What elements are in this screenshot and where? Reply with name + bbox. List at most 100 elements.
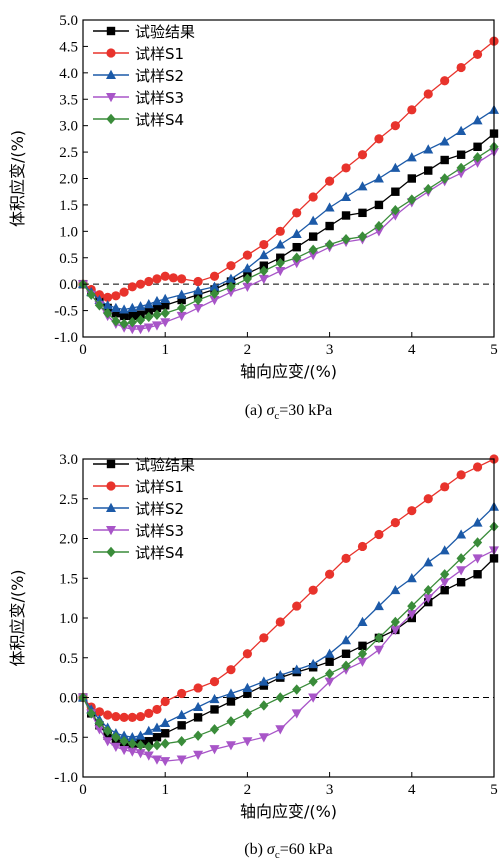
data-point <box>193 730 202 740</box>
data-point <box>473 143 481 151</box>
data-point <box>424 494 433 503</box>
data-point <box>341 554 350 563</box>
data-point <box>169 273 178 282</box>
x-tick-label: 5 <box>490 782 498 798</box>
data-point <box>424 184 433 194</box>
x-tick-label: 2 <box>244 782 252 798</box>
data-point <box>243 649 252 658</box>
y-tick-label: 1.5 <box>59 198 78 214</box>
legend-marker <box>107 460 115 468</box>
data-point <box>276 692 285 702</box>
data-point <box>120 287 129 296</box>
data-point <box>177 303 186 313</box>
data-point <box>226 665 235 674</box>
y-tick-label: -0.5 <box>54 730 78 746</box>
data-point <box>473 50 482 59</box>
data-point <box>177 274 186 283</box>
data-point <box>226 261 235 270</box>
data-point <box>341 661 350 671</box>
legend-label: 试样S1 <box>135 478 184 496</box>
data-point <box>111 712 120 721</box>
y-tick-label: 2.0 <box>59 532 78 548</box>
data-point <box>473 462 482 471</box>
data-point <box>457 151 465 159</box>
data-point <box>440 156 448 164</box>
data-point <box>342 211 350 219</box>
x-tick-label: 5 <box>490 342 498 358</box>
y-tick-label: -1.0 <box>54 770 78 786</box>
x-tick-label: 0 <box>79 782 87 798</box>
y-tick-label: 2.5 <box>59 492 78 508</box>
data-point <box>160 718 170 727</box>
y-tick-label: 1.5 <box>59 571 78 587</box>
data-point <box>456 566 466 575</box>
legend-marker <box>106 481 115 490</box>
caption: (a) σc=30 kPa <box>245 402 333 422</box>
data-point <box>341 163 350 172</box>
data-point <box>473 554 483 563</box>
legend-item: 试样S4 <box>93 111 184 129</box>
y-tick-label: -0.5 <box>54 304 78 320</box>
data-point <box>193 304 203 313</box>
data-point <box>308 216 318 225</box>
data-point <box>424 166 432 174</box>
legend-label: 试验结果 <box>135 23 195 41</box>
data-point <box>160 757 170 766</box>
data-point <box>457 470 466 479</box>
data-point <box>210 724 219 734</box>
data-point <box>424 89 433 98</box>
data-point <box>161 272 170 281</box>
legend-label: 试验结果 <box>135 456 195 474</box>
data-point <box>160 318 170 327</box>
legend-item: 试样S2 <box>93 500 184 518</box>
legend-label: 试样S4 <box>135 111 184 129</box>
y-tick-label: 5.0 <box>59 13 78 29</box>
data-point <box>440 76 449 85</box>
data-point <box>259 676 269 685</box>
y-tick-label: 3.5 <box>59 92 78 108</box>
data-point <box>407 506 416 515</box>
data-point <box>292 208 301 217</box>
data-point <box>210 272 219 281</box>
y-tick-label: 0.0 <box>59 691 78 707</box>
data-point <box>423 144 433 153</box>
x-tick-label: 4 <box>408 342 416 358</box>
data-point <box>259 275 269 284</box>
data-point <box>243 251 252 260</box>
data-point <box>309 232 317 240</box>
x-tick-label: 4 <box>408 782 416 798</box>
data-point <box>275 239 285 248</box>
data-point <box>276 617 285 626</box>
data-point <box>177 710 187 719</box>
data-point <box>358 209 366 217</box>
data-point <box>259 633 268 642</box>
data-point <box>309 586 318 595</box>
data-point <box>408 174 416 182</box>
legend-label: 试样S4 <box>135 544 184 562</box>
chart-panel-a: 0 1 2 3 4 5 -1.0 -0.5 0.0 0.5 1.0 1.5 2.0 2.5 3.0 3.5 4.… <box>0 0 499 433</box>
y-tick-label: 4.5 <box>59 39 78 55</box>
data-point <box>358 150 367 159</box>
caption-suffix: =30 kPa <box>279 402 332 419</box>
data-point <box>456 126 466 135</box>
data-point <box>226 716 235 726</box>
data-point <box>407 152 417 161</box>
data-point <box>456 529 466 538</box>
data-point <box>292 601 301 610</box>
y-tick-label: -1.0 <box>54 330 78 346</box>
data-point <box>128 713 137 722</box>
data-point <box>440 482 449 491</box>
data-point <box>374 646 384 655</box>
caption-suffix: =60 kPa <box>280 841 333 858</box>
data-point <box>374 173 384 182</box>
data-point <box>193 702 203 711</box>
data-point <box>325 658 333 666</box>
data-point <box>144 752 154 761</box>
data-point <box>259 250 269 259</box>
x-tick-label: 1 <box>161 342 169 358</box>
data-point <box>103 710 112 719</box>
data-point <box>357 658 367 667</box>
data-point <box>275 725 285 734</box>
legend-item: 试样S2 <box>93 67 184 85</box>
